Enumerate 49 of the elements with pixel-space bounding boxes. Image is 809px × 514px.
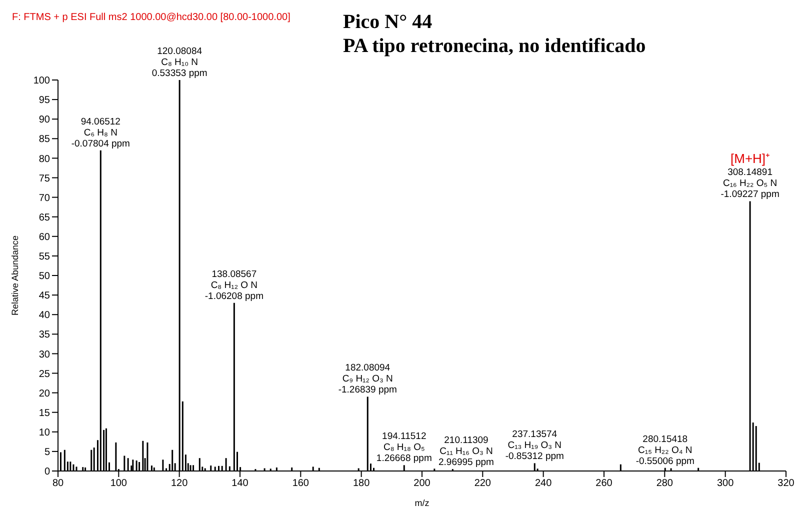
y-tick-label: 15 [38, 408, 50, 419]
y-tick-label: 100 [33, 76, 50, 87]
y-tick-label: 70 [38, 192, 50, 204]
x-tick-label: 80 [52, 478, 64, 490]
y-tick-label: 85 [38, 134, 50, 146]
x-tick-label: 220 [474, 478, 492, 490]
chart-subtitle: PA tipo retronecina, no identificado [343, 35, 646, 57]
y-tick-label: 35 [38, 330, 50, 341]
y-tick-label: 25 [38, 368, 50, 380]
annotation: 182.08094 C₉ H₁₂ O₃ N -1.26839 ppm [338, 362, 398, 396]
annotation: 210.11309 C₁₁ H₁₆ O₃ N 2.96995 ppm [438, 435, 494, 468]
annotation: 94.06512 C₆ H₈ N -0.07804 ppm [71, 116, 130, 150]
y-tick-label: 20 [38, 388, 50, 400]
y-tick-label: 90 [38, 114, 50, 126]
annotation: 120.08084 C₈ H₁₀ N 0.53353 ppm [152, 46, 208, 79]
y-tick-label: 60 [38, 232, 50, 243]
annotation: 138.08567 C₈ H₁₂ O N -1.06208 ppm [204, 268, 264, 302]
x-tick-label: 200 [414, 478, 431, 490]
y-tick-label: 50 [38, 271, 50, 282]
annotation: 280.15418 C₁₅ H₂₂ O₄ N -0.55006 ppm [636, 434, 695, 467]
x-tick-label: 120 [170, 478, 188, 490]
y-tick-label: 80 [38, 154, 50, 165]
y-tick-label: 55 [38, 252, 50, 262]
y-tick-label: 95 [38, 95, 50, 106]
x-tick-label: 280 [656, 478, 674, 490]
y-tick-label: 75 [38, 173, 50, 184]
x-tick-label: 180 [352, 478, 370, 490]
x-tick-label: 100 [110, 478, 128, 490]
y-tick-label: 45 [38, 290, 50, 302]
y-tick-label: 30 [38, 349, 50, 360]
y-axis-title: Relative Abundance [10, 235, 20, 316]
y-tick-label: 10 [38, 427, 50, 438]
annotation: [M+H]⁺ [730, 151, 770, 166]
annotation: 308.14891 C₁₆ H₂₂ O₅ N -1.09227 ppm [720, 167, 780, 200]
x-tick-label: 300 [716, 478, 734, 490]
y-tick-label: 0 [44, 466, 50, 478]
annotation: 194.11512 C₈ H₁₈ O₅ 1.26668 ppm [376, 431, 432, 464]
x-tick-label: 260 [596, 478, 613, 490]
x-tick-label: 160 [292, 478, 310, 490]
x-tick-label: 240 [534, 478, 552, 490]
x-tick-label: 320 [778, 478, 795, 490]
y-tick-label: 65 [38, 212, 50, 224]
x-tick-label: 140 [232, 478, 249, 490]
text: F: FTMS + p ESI Full ms2 1000.00@hcd30.00 [80.00-1000.00] [12, 12, 291, 23]
y-tick-label: 5 [44, 447, 50, 458]
x-axis-title: m/z [414, 498, 430, 508]
y-tick-label: 40 [38, 310, 50, 322]
annotation: 237.13574 C₁₃ H₁₉ O₃ N -0.85312 ppm [505, 429, 564, 462]
chart-title: Pico N° 44 [343, 11, 432, 33]
